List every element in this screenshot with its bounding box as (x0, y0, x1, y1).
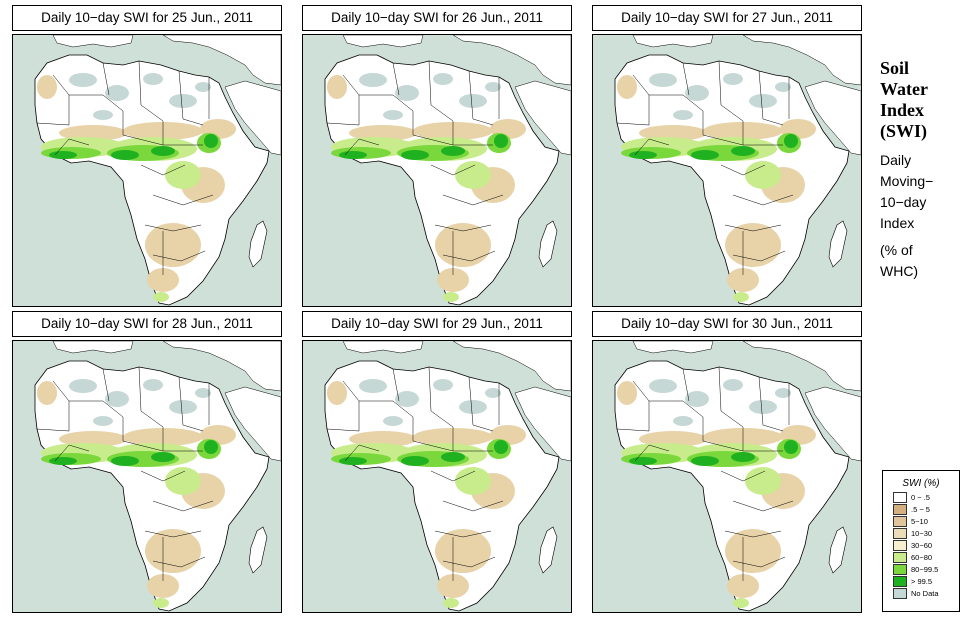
map-panel-1: Daily 10−day SWI for 25 Jun., 2011 (12, 5, 282, 307)
legend-title: SWI (%) (902, 478, 940, 489)
legend-swatch (893, 539, 907, 551)
map-panel-6: Daily 10−day SWI for 30 Jun., 2011 (592, 311, 862, 613)
desc-line: Index (880, 215, 915, 231)
map-frame (592, 34, 862, 307)
africa-map (593, 35, 861, 306)
legend-swatch (893, 503, 907, 515)
legend-swatch (893, 587, 907, 599)
legend-swatch (893, 515, 907, 527)
map-frame (12, 34, 282, 307)
africa-map (593, 341, 861, 612)
panel-title: Daily 10−day SWI for 25 Jun., 2011 (12, 5, 282, 31)
legend-label: No Data (911, 588, 939, 598)
map-frame (12, 340, 282, 613)
map-panel-4: Daily 10−day SWI for 28 Jun., 2011 (12, 311, 282, 613)
africa-map (303, 35, 571, 306)
unit-line: WHC) (880, 263, 919, 279)
title-line: Index (880, 100, 925, 120)
africa-map (13, 35, 281, 306)
legend-label: 60−80 (911, 552, 933, 562)
legend-rows: 0 − .5 .5 − 5 5−10 10−30 30−60 60−80 80−99.5 > … (883, 491, 959, 599)
legend-label: 5−10 (911, 516, 928, 526)
legend-swatch (893, 563, 907, 575)
legend-label: 10−30 (911, 528, 933, 538)
desc-line: 10−day (880, 194, 927, 210)
sidebar-unit: (% of WHC) (880, 240, 966, 282)
sidebar-description: Daily Moving− 10−day Index (880, 150, 966, 234)
legend-item: 10−30 (893, 527, 959, 539)
desc-line: Daily (880, 152, 912, 168)
panel-title: Daily 10−day SWI for 27 Jun., 2011 (592, 5, 862, 31)
sidebar-title: Soil Water Index (SWI) (880, 58, 966, 142)
legend-swatch (893, 575, 907, 587)
legend-label: > 99.5 (911, 576, 933, 586)
legend: SWI (%) 0 − .5 .5 − 5 5−10 10−30 30−60 60−80 8… (882, 470, 960, 612)
africa-map (13, 341, 281, 612)
legend-item: 60−80 (893, 551, 959, 563)
panel-title: Daily 10−day SWI for 28 Jun., 2011 (12, 311, 282, 337)
panel-title: Daily 10−day SWI for 26 Jun., 2011 (302, 5, 572, 31)
map-panel-3: Daily 10−day SWI for 27 Jun., 2011 (592, 5, 862, 307)
map-frame (302, 34, 572, 307)
legend-swatch (893, 551, 907, 563)
map-frame (302, 340, 572, 613)
map-frame (592, 340, 862, 613)
legend-item: No Data (893, 587, 959, 599)
legend-item: 5−10 (893, 515, 959, 527)
legend-item: .5 − 5 (893, 503, 959, 515)
legend-swatch (893, 527, 907, 539)
legend-label: 80−99.5 (911, 564, 939, 574)
legend-label: 0 − .5 (911, 492, 930, 502)
legend-label: .5 − 5 (911, 504, 930, 514)
legend-item: 30−60 (893, 539, 959, 551)
panel-title: Daily 10−day SWI for 30 Jun., 2011 (592, 311, 862, 337)
unit-line: (% of (880, 242, 913, 258)
legend-item: 80−99.5 (893, 563, 959, 575)
legend-item: 0 − .5 (893, 491, 959, 503)
title-line: Soil (880, 58, 910, 78)
title-line: (SWI) (880, 121, 928, 141)
legend-swatch (893, 491, 907, 503)
title-line: Water (880, 79, 928, 99)
desc-line: Moving− (880, 173, 934, 189)
map-panel-5: Daily 10−day SWI for 29 Jun., 2011 (302, 311, 572, 613)
map-panel-2: Daily 10−day SWI for 26 Jun., 2011 (302, 5, 572, 307)
panel-title: Daily 10−day SWI for 29 Jun., 2011 (302, 311, 572, 337)
legend-item: > 99.5 (893, 575, 959, 587)
legend-label: 30−60 (911, 540, 933, 550)
africa-map (303, 341, 571, 612)
